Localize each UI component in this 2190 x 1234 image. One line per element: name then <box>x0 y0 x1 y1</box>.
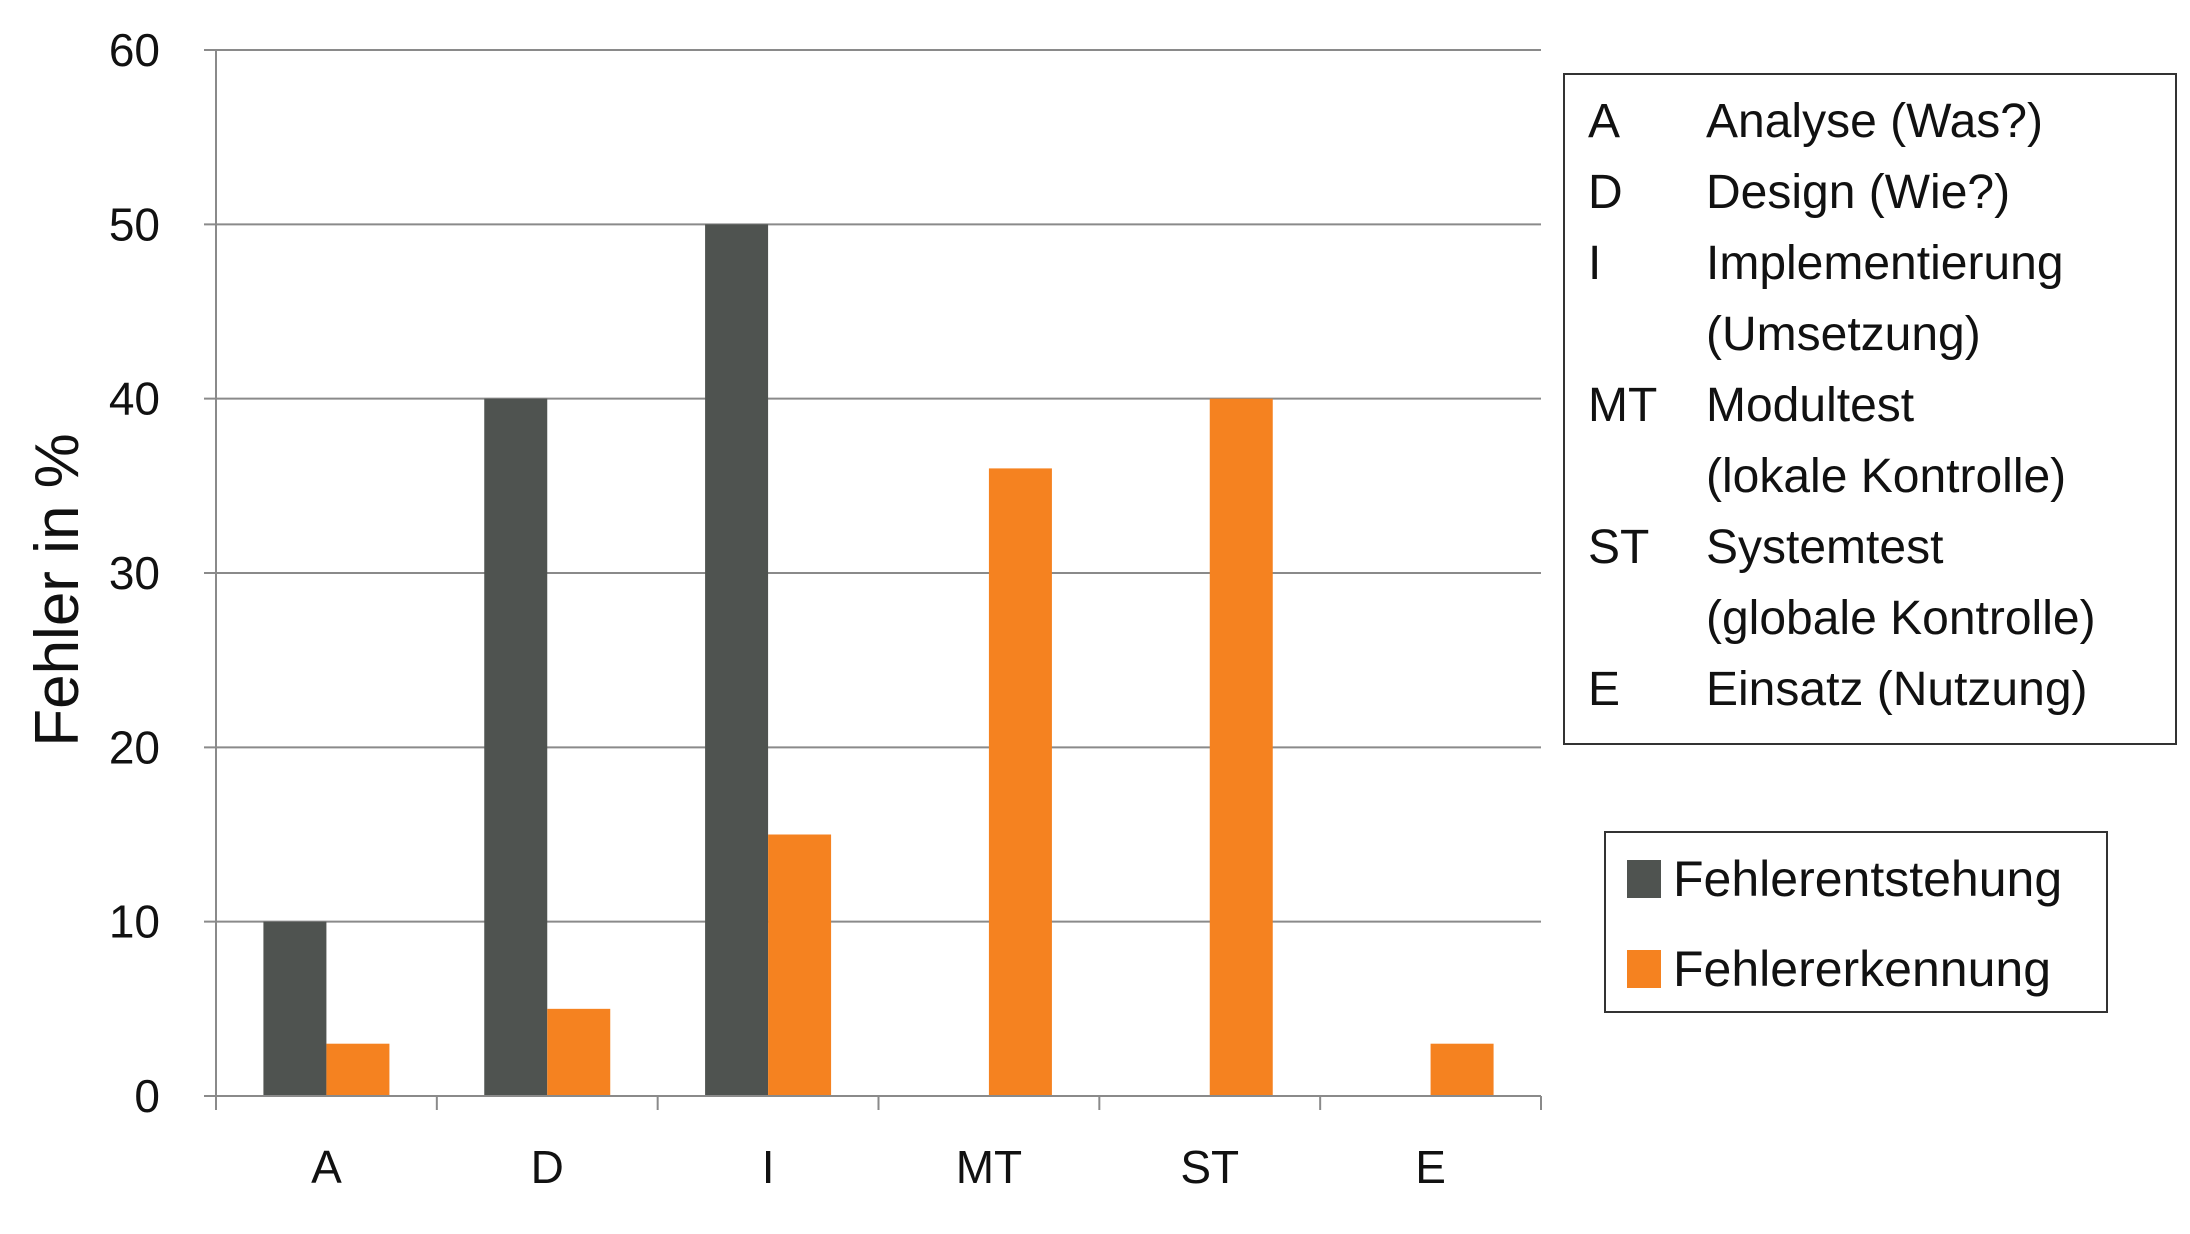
legend-abbreviation: ST <box>1588 521 1649 574</box>
legend-description: Implementierung <box>1706 237 2064 290</box>
legend-series-label: Fehlerentstehung <box>1673 851 2062 907</box>
x-tick-label: MT <box>956 1141 1022 1193</box>
abbreviation-legend-box <box>1563 73 2177 745</box>
legend-description: (globale Kontrolle) <box>1706 592 2096 645</box>
series-legend-box <box>1604 831 2108 1013</box>
legend-description: Design (Wie?) <box>1706 166 2010 219</box>
bar-fehlererkennung-i <box>768 834 832 1096</box>
x-tick-label: A <box>311 1141 342 1193</box>
x-tick-label: ST <box>1180 1141 1239 1193</box>
x-tick-label: E <box>1415 1141 1446 1193</box>
legend-abbreviation: MT <box>1588 379 1657 432</box>
bar-fehlererkennung-mt <box>988 468 1052 1096</box>
y-axis-label: Fehler in % <box>23 433 92 747</box>
legend-abbreviation: D <box>1588 166 1623 219</box>
legend-description: Systemtest <box>1706 521 1943 574</box>
legend-description: (lokale Kontrolle) <box>1706 450 2066 503</box>
legend-abbreviation: A <box>1588 95 1620 148</box>
y-tick-labels: 0 10 20 30 40 50 60 <box>109 24 160 1122</box>
legend-swatch <box>1627 860 1661 898</box>
bar-fehlerentstehung-i <box>705 224 769 1097</box>
bar-fehlererkennung-d <box>547 1008 611 1096</box>
y-tick-label: 10 <box>109 896 160 948</box>
gridlines <box>204 49 1541 1097</box>
legend-description: Einsatz (Nutzung) <box>1706 663 2088 716</box>
x-tick-label: I <box>762 1141 775 1193</box>
x-tick-label: D <box>531 1141 564 1193</box>
legend-swatch <box>1627 950 1661 988</box>
bar-fehlererkennung-e <box>1430 1043 1494 1096</box>
y-tick-label: 40 <box>109 373 160 425</box>
y-tick-label: 0 <box>134 1070 160 1122</box>
bar-fehlererkennung-st <box>1209 398 1273 1097</box>
legend-series-label: Fehlererkennung <box>1673 941 2051 997</box>
y-tick-label: 30 <box>109 547 160 599</box>
bar-fehlerentstehung-a <box>263 921 327 1096</box>
x-tick-labels: A D I MT ST E <box>311 1141 1446 1193</box>
legend-abbreviation: I <box>1588 237 1601 290</box>
series-legend: Fehlerentstehung Fehlererkennung <box>1604 831 2108 1013</box>
y-tick-label: 20 <box>109 721 160 773</box>
y-tick-label: 60 <box>109 24 160 76</box>
bar-fehlererkennung-a <box>326 1043 390 1096</box>
legend-description: (Umsetzung) <box>1706 308 1981 361</box>
axes <box>215 50 1542 1110</box>
y-tick-label: 50 <box>109 198 160 250</box>
legend-description: Modultest <box>1706 379 1914 432</box>
bar-fehlerentstehung-d <box>484 398 548 1097</box>
legend-abbreviation: E <box>1588 663 1620 716</box>
abbreviation-legend: A Analyse (Was?) D Design (Wie?) I Implementi… <box>1563 73 2177 745</box>
bars <box>263 224 1494 1097</box>
legend-description: Analyse (Was?) <box>1706 95 2043 148</box>
